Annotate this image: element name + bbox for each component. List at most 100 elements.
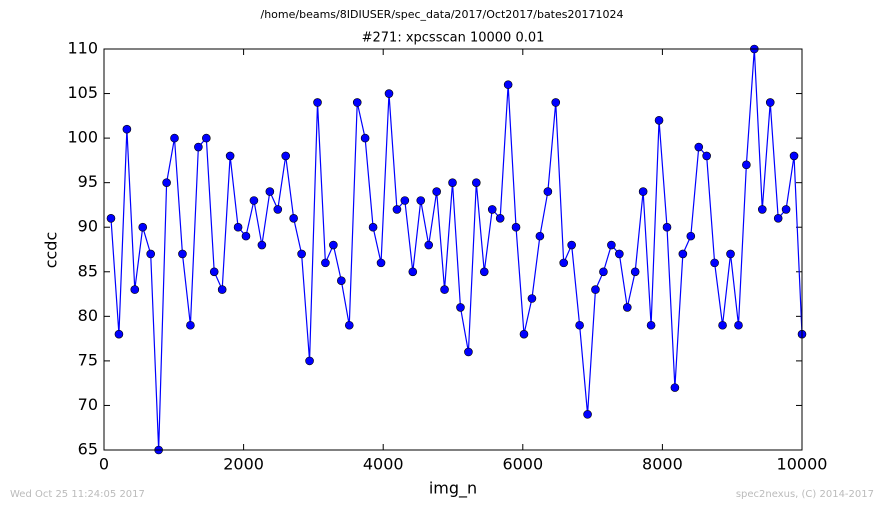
y-tick-label: 85 (78, 261, 98, 280)
y-tick-label: 70 (78, 395, 98, 414)
data-point (678, 249, 688, 259)
data-point (742, 160, 751, 170)
data-point (543, 187, 553, 196)
data-point (384, 89, 394, 98)
credit: spec2nexus, (C) 2014-2017 (736, 489, 874, 500)
suptitle: /home/beams/8IDIUSER/spec_data/2017/Oct2… (261, 8, 624, 21)
data-point (726, 249, 735, 259)
timestamp: Wed Oct 25 11:24:05 2017 (10, 489, 145, 500)
data-point (773, 214, 783, 223)
x-axis-label: img_n (429, 479, 477, 499)
data-point (106, 214, 116, 223)
data-line (110, 48, 803, 451)
data-point (162, 178, 171, 187)
data-point (757, 205, 767, 214)
data-point (305, 356, 314, 366)
y-tick-label: 90 (78, 217, 98, 236)
data-point (654, 115, 664, 125)
data-point (559, 258, 569, 268)
x-tick-label: 8000 (642, 455, 683, 474)
y-axis-label: ccdc (42, 232, 61, 269)
data-point (599, 267, 608, 277)
data-point (583, 410, 592, 419)
y-tick-label: 105 (67, 83, 98, 102)
data-point (337, 276, 346, 285)
data-point (202, 133, 211, 143)
data-point (217, 285, 227, 294)
data-point (670, 383, 680, 392)
data-point (551, 98, 561, 107)
data-point (146, 249, 155, 259)
data-point (114, 329, 124, 339)
data-point (503, 80, 513, 89)
data-point (376, 258, 386, 268)
data-point (170, 133, 179, 143)
y-tick-label: 75 (78, 350, 98, 369)
data-point (495, 214, 505, 223)
data-point (225, 151, 235, 161)
data-point (535, 231, 545, 241)
data-point (329, 240, 338, 250)
data-point (622, 303, 632, 312)
data-point (360, 133, 370, 143)
data-point (344, 320, 354, 330)
y-tick-label: 80 (78, 306, 98, 325)
x-tick-label: 10000 (777, 455, 828, 474)
y-tick-label: 95 (78, 172, 98, 191)
data-point (615, 249, 624, 259)
x-tick-label: 4000 (363, 455, 404, 474)
data-point (178, 249, 187, 259)
y-tick-label: 65 (78, 440, 98, 459)
data-point (122, 124, 132, 134)
data-point (519, 329, 529, 339)
y-tick-label: 110 (67, 39, 98, 58)
data-point (273, 205, 283, 214)
data-point (424, 240, 434, 250)
data-point (607, 240, 616, 250)
data-point (313, 98, 322, 107)
data-point (781, 205, 791, 214)
data-point (265, 187, 275, 196)
data-point (702, 151, 711, 161)
data-point (789, 151, 799, 161)
data-point (662, 222, 672, 232)
data-point (400, 196, 410, 205)
data-point (368, 222, 378, 232)
data-point (130, 285, 140, 294)
data-point (472, 178, 481, 187)
data-point (194, 142, 203, 152)
data-point (686, 231, 696, 241)
data-point (241, 231, 251, 241)
data-point (321, 258, 330, 268)
x-tick-label: 2000 (223, 455, 264, 474)
data-point (511, 222, 521, 232)
data-point (456, 303, 465, 312)
data-point (765, 98, 775, 107)
y-tick-label: 100 (67, 128, 98, 147)
data-point (591, 285, 600, 294)
data-point (408, 267, 418, 277)
data-point (233, 222, 243, 232)
data-point (718, 320, 727, 330)
data-point (432, 187, 441, 196)
data-point (281, 151, 290, 161)
data-point (297, 249, 306, 259)
data-point (710, 258, 719, 268)
data-point (646, 320, 656, 330)
chart-title: #271: xpcsscan 10000 0.01 (362, 31, 545, 46)
plot-frame (103, 48, 803, 451)
data-point (416, 196, 426, 205)
data-point (464, 347, 473, 357)
data-point (479, 267, 489, 277)
data-point (575, 320, 584, 330)
data-point (440, 285, 449, 294)
data-point (186, 320, 195, 330)
data-point (567, 240, 576, 250)
data-point (392, 205, 402, 214)
data-point (257, 240, 267, 250)
data-point (209, 267, 219, 277)
data-point (138, 222, 148, 232)
data-point (694, 142, 704, 152)
data-point (734, 320, 743, 330)
